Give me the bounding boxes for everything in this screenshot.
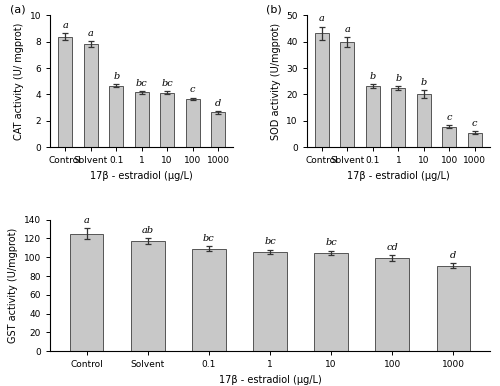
Y-axis label: SOD activity (U/mgprot): SOD activity (U/mgprot)	[270, 23, 280, 140]
Text: d: d	[215, 99, 221, 108]
Bar	[58, 37, 72, 147]
Bar	[392, 88, 406, 147]
Bar	[417, 94, 431, 147]
Text: a: a	[62, 21, 68, 30]
Bar	[109, 86, 123, 147]
Bar	[468, 133, 481, 147]
Text: bc: bc	[136, 79, 147, 88]
Text: c: c	[446, 113, 452, 122]
Bar	[366, 86, 380, 147]
Text: ab: ab	[142, 225, 154, 235]
Text: a: a	[88, 29, 94, 37]
Bar	[436, 266, 470, 351]
Bar	[131, 241, 164, 351]
Text: (b): (b)	[266, 5, 282, 15]
Text: c: c	[190, 85, 196, 95]
Text: b: b	[370, 72, 376, 81]
Bar	[314, 253, 348, 351]
Bar	[186, 99, 200, 147]
Bar	[442, 127, 456, 147]
Text: a: a	[84, 216, 89, 225]
Text: (a): (a)	[10, 5, 26, 15]
Text: bc: bc	[264, 237, 276, 246]
Text: d: d	[450, 251, 456, 259]
Text: a: a	[319, 14, 325, 24]
Bar	[340, 42, 354, 147]
X-axis label: 17β - estradiol (μg/L): 17β - estradiol (μg/L)	[218, 375, 322, 385]
Y-axis label: CAT activity (U/ mgprot): CAT activity (U/ mgprot)	[14, 23, 24, 140]
Bar	[70, 234, 103, 351]
Bar	[315, 33, 329, 147]
Bar	[160, 93, 174, 147]
Bar	[84, 44, 98, 147]
Text: b: b	[395, 74, 402, 83]
Text: a: a	[344, 25, 350, 34]
X-axis label: 17β - estradiol (μg/L): 17β - estradiol (μg/L)	[90, 171, 193, 181]
Y-axis label: GST activity (U/mgprot): GST activity (U/mgprot)	[8, 228, 18, 343]
Text: bc: bc	[325, 238, 337, 247]
Bar	[253, 252, 287, 351]
Bar	[134, 93, 148, 147]
Text: bc: bc	[162, 79, 173, 88]
Text: c: c	[472, 119, 478, 128]
X-axis label: 17β - estradiol (μg/L): 17β - estradiol (μg/L)	[347, 171, 450, 181]
Text: b: b	[420, 78, 427, 87]
Bar	[211, 112, 225, 147]
Text: bc: bc	[203, 234, 215, 243]
Text: b: b	[113, 72, 119, 81]
Bar	[376, 258, 409, 351]
Text: cd: cd	[386, 242, 398, 252]
Bar	[192, 249, 226, 351]
